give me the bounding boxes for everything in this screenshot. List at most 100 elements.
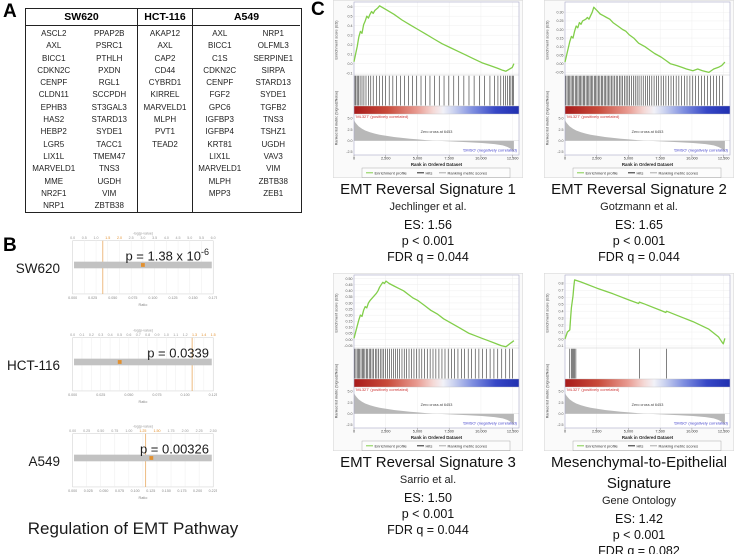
gsea-chart-2: 0.300.250.200.150.100.050.00-0.055.02.50… xyxy=(544,0,734,178)
svg-text:5,000: 5,000 xyxy=(413,157,423,161)
gene-cell: CD44 xyxy=(154,65,176,75)
svg-text:0.9: 0.9 xyxy=(154,333,159,337)
svg-text:10,000: 10,000 xyxy=(475,157,487,161)
svg-text:0.150: 0.150 xyxy=(189,296,198,300)
gene-cell: VIM xyxy=(102,188,117,198)
gsea-plot-3: 0.50 0.45 0.40 0.35 0.30 0.25 0.20 0.15 0.10 0.05… xyxy=(330,273,526,538)
gene-cell: NR2F1 xyxy=(41,188,67,198)
gsea-plot-2: 0.30 0.25 0.20 0.15 0.10 0.05 0.00 -0.05 5.0 2.5 0… xyxy=(541,0,736,265)
svg-text:12,500: 12,500 xyxy=(507,157,519,161)
svg-text:0.5: 0.5 xyxy=(117,333,122,337)
gene-cell: NRP1 xyxy=(262,29,284,38)
p-value-sw620: p = 1.38 x 10-6 xyxy=(125,247,209,263)
gene-table-body: AXL NRP1 BICC1 OLFML3 C1S SERPINE1 CDKN2C SIRPA… xyxy=(193,26,300,212)
gene-cell: HAS2 xyxy=(43,115,65,125)
gene-cell: TNS3 xyxy=(99,164,120,174)
gene-table-body: ASCL2 PPAP2B AXL PSRC1 BICC1 PTHLH CDKN2C PXDN C… xyxy=(26,26,137,212)
svg-text:2.00: 2.00 xyxy=(182,429,189,433)
svg-text:7,500: 7,500 xyxy=(655,430,665,434)
svg-text:3.5: 3.5 xyxy=(152,236,157,240)
gsea-p: p < 0.001 xyxy=(612,528,666,542)
svg-text:0.05: 0.05 xyxy=(346,332,353,336)
gene-cell: GPC6 xyxy=(208,102,231,112)
svg-text:Hits: Hits xyxy=(426,170,433,175)
pathway-plot-a549: A549 -log(p-value) 0.00 0.25 0.50 0.75 1.00 1.… xyxy=(2,423,217,516)
svg-text:0.25: 0.25 xyxy=(557,19,564,23)
svg-text:12,500: 12,500 xyxy=(718,430,730,434)
svg-text:0.0: 0.0 xyxy=(559,337,564,341)
svg-text:Ratio: Ratio xyxy=(138,400,147,404)
svg-text:-log(p-value): -log(p-value) xyxy=(133,424,153,428)
svg-text:12,500: 12,500 xyxy=(718,157,730,161)
svg-text:0.10: 0.10 xyxy=(557,45,564,49)
gene-cell: VIM xyxy=(266,164,281,174)
svg-text:-2.5: -2.5 xyxy=(346,150,352,154)
svg-text:Ranking metric scores: Ranking metric scores xyxy=(448,170,488,175)
svg-text:0.1: 0.1 xyxy=(559,330,564,334)
svg-text:0.2: 0.2 xyxy=(89,333,94,337)
svg-text:0.35: 0.35 xyxy=(346,295,353,299)
svg-text:-2.5: -2.5 xyxy=(346,423,352,427)
svg-text:-2.5: -2.5 xyxy=(557,423,563,427)
gsea-source: Jechlinger et al. xyxy=(389,201,467,213)
svg-text:0.175: 0.175 xyxy=(209,296,217,300)
gene-cell: PVT1 xyxy=(154,127,175,137)
svg-text:5,000: 5,000 xyxy=(624,430,634,434)
svg-text:Ranking metric scores: Ranking metric scores xyxy=(448,443,488,448)
svg-text:-log(p-value): -log(p-value) xyxy=(133,231,153,235)
gene-cell: AKAP12 xyxy=(149,29,181,38)
svg-text:0.050: 0.050 xyxy=(124,393,133,397)
svg-text:0.025: 0.025 xyxy=(96,393,105,397)
svg-text:0.000: 0.000 xyxy=(68,489,77,493)
svg-text:-log(p-value): -log(p-value) xyxy=(133,328,153,332)
svg-text:0.30: 0.30 xyxy=(557,11,564,15)
gene-cell: SCCPDH xyxy=(92,90,127,100)
svg-text:Enrichment profile: Enrichment profile xyxy=(586,443,619,448)
gene-cell: CENPF xyxy=(206,78,234,88)
svg-text:2.5: 2.5 xyxy=(348,401,353,405)
svg-text:Enrichment score (ES): Enrichment score (ES) xyxy=(334,20,339,60)
svg-text:5.0: 5.0 xyxy=(348,117,353,121)
gene-table-header: HCT-116 xyxy=(138,9,192,26)
svg-text:2,500: 2,500 xyxy=(592,157,602,161)
svg-text:0.25: 0.25 xyxy=(346,307,353,311)
svg-text:1.5: 1.5 xyxy=(105,236,110,240)
svg-text:Ranked list metric (Signal2Noi: Ranked list metric (Signal2Noise) xyxy=(335,91,339,146)
svg-text:1.2: 1.2 xyxy=(183,333,188,337)
gsea-es: ES: 1.56 xyxy=(404,218,452,232)
gsea-title-line2: Signature xyxy=(606,475,672,492)
gene-cell: IGFBP4 xyxy=(205,127,234,137)
gsea-chart-3: 0.500.450.400.350.300.250.200.150.100.05… xyxy=(333,273,523,451)
svg-text:0.0: 0.0 xyxy=(348,412,353,416)
svg-text:Ranking metric scores: Ranking metric scores xyxy=(659,170,699,175)
svg-text:-0.1: -0.1 xyxy=(346,71,352,75)
p-value-hct116: p = 0.0339 xyxy=(147,344,209,360)
cell-line-label-hct116: HCT-116 xyxy=(6,358,60,373)
svg-text:0.4: 0.4 xyxy=(108,333,113,337)
gene-cell: TNS3 xyxy=(263,115,284,125)
gsea-title: EMT Reversal Signature 1 xyxy=(340,181,516,198)
svg-text:0.0: 0.0 xyxy=(559,412,564,416)
gene-cell: C1S xyxy=(211,53,228,63)
gene-cell: LIX1L xyxy=(209,151,231,161)
svg-text:1.00: 1.00 xyxy=(125,429,132,433)
gene-table-group-a549: A549 AXL NRP1 BICC1 OLFML3 C1S SERPINE1 CDKN2C S… xyxy=(192,9,300,212)
gsea-source: Gotzmann et al. xyxy=(600,201,678,213)
gene-cell: ZEB1 xyxy=(263,188,284,198)
svg-text:0.3: 0.3 xyxy=(559,316,564,320)
gsea-title: EMT Reversal Signature 2 xyxy=(551,181,727,198)
svg-text:2,500: 2,500 xyxy=(381,430,391,434)
svg-text:0.50: 0.50 xyxy=(346,277,353,281)
gene-cell: RGL1 xyxy=(98,78,120,88)
gene-cell: SYDE1 xyxy=(260,90,287,100)
svg-text:-0.1: -0.1 xyxy=(557,344,563,348)
svg-text:-2.5: -2.5 xyxy=(557,150,563,154)
gsea-p: p < 0.001 xyxy=(612,234,666,248)
svg-text:Ranked list metric (Signal2Noi: Ranked list metric (Signal2Noise) xyxy=(546,91,550,146)
gene-cell: MLPH xyxy=(153,115,177,125)
svg-text:Zero cross at 6453: Zero cross at 6453 xyxy=(421,403,453,407)
gene-cell: PPAP2B xyxy=(93,29,125,38)
svg-text:1.4: 1.4 xyxy=(201,333,206,337)
svg-text:0.20: 0.20 xyxy=(346,313,353,317)
gene-cell: ZBTB38 xyxy=(258,176,288,186)
